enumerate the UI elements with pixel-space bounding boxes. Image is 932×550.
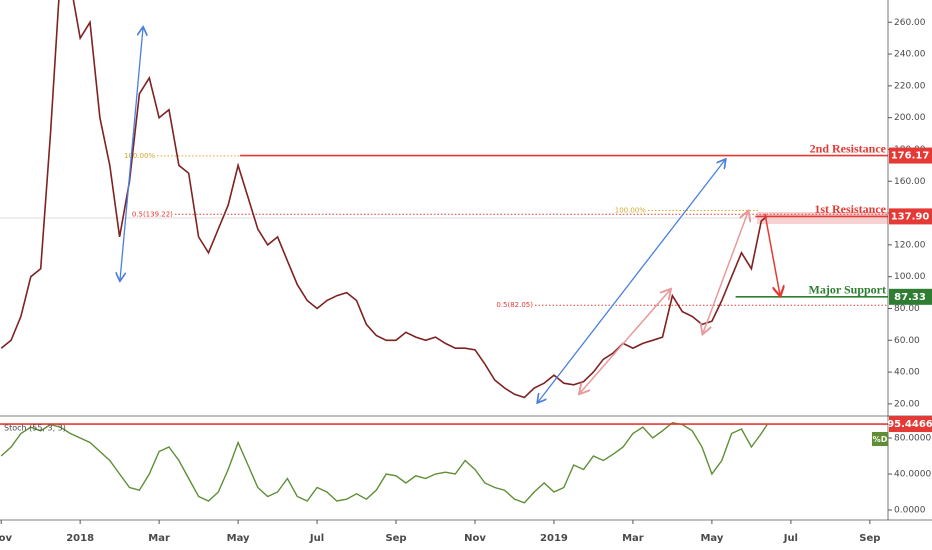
x-tick-label: 2018 xyxy=(66,533,94,544)
arrow xyxy=(764,213,780,295)
price-tag xyxy=(889,416,932,433)
x-tick-label: Jul xyxy=(309,533,324,544)
y-tick-label: 80.0000 xyxy=(894,433,931,443)
fib-label: 0.5(139.22) xyxy=(132,210,173,218)
plot-layer: 100.00% 0.5(139.22) 100.00% 0.5(82.05) 2nd R… xyxy=(0,0,888,504)
arrow xyxy=(538,160,725,402)
x-tick-label: Jul xyxy=(783,533,798,544)
x-tick-label: 2019 xyxy=(540,533,568,544)
price-tag-label: 87.33 xyxy=(894,292,926,303)
fib-label: 100.00% xyxy=(124,152,155,160)
arrow xyxy=(120,28,143,280)
y-tick-label: 100.00 xyxy=(894,272,926,282)
y-tick-label: 260.00 xyxy=(894,18,926,28)
y-tick-label: 80.00 xyxy=(894,304,920,314)
y-tick-label: 240.00 xyxy=(894,50,926,60)
level-label: 1st Resistance xyxy=(814,202,886,216)
price-tag xyxy=(889,208,932,225)
axis-panel xyxy=(888,0,932,550)
arrow xyxy=(580,290,670,393)
x-tick-label: May xyxy=(227,533,250,544)
y-tick-label: 160.00 xyxy=(894,177,926,187)
price-tag xyxy=(889,147,932,164)
x-tick-label: Mar xyxy=(622,533,644,544)
arrow xyxy=(703,212,748,333)
y-tick-label: 40.00 xyxy=(894,368,920,378)
x-tick-label: Mar xyxy=(148,533,170,544)
level-label: 2nd Resistance xyxy=(810,141,887,155)
price-tag-label: 176.17 xyxy=(891,151,930,162)
y-tick-label: 0.0000 xyxy=(894,506,926,516)
y-tick-label: 60.00 xyxy=(894,336,920,346)
indicator-title: Stoch (55, 3, 3) xyxy=(4,424,66,433)
y-tick-label: 120.00 xyxy=(894,240,926,250)
series-line xyxy=(0,0,768,399)
series-line xyxy=(0,421,768,504)
price-tag xyxy=(889,288,932,305)
y-tick-label: 220.00 xyxy=(894,81,926,91)
x-tick-label: Sep xyxy=(859,533,880,544)
x-tick-label: Sep xyxy=(385,533,406,544)
fib-label: 0.5(82.05) xyxy=(496,301,533,309)
legend-label: %D xyxy=(873,435,888,444)
y-tick-label: 20.00 xyxy=(894,399,920,409)
price-tag-label: 95.4466 xyxy=(887,419,932,430)
legend-tag xyxy=(872,432,888,446)
price-tag-label: 137.90 xyxy=(891,211,930,222)
fib-label: 100.00% xyxy=(615,207,646,215)
y-tick-label: 40.0000 xyxy=(894,469,931,479)
level-label: Major Support xyxy=(809,283,886,297)
x-tick-label: May xyxy=(700,533,723,544)
y-tick-label: 200.00 xyxy=(894,113,926,123)
x-tick-label: Nov xyxy=(464,533,486,544)
x-tick-label: Nov xyxy=(0,533,13,544)
